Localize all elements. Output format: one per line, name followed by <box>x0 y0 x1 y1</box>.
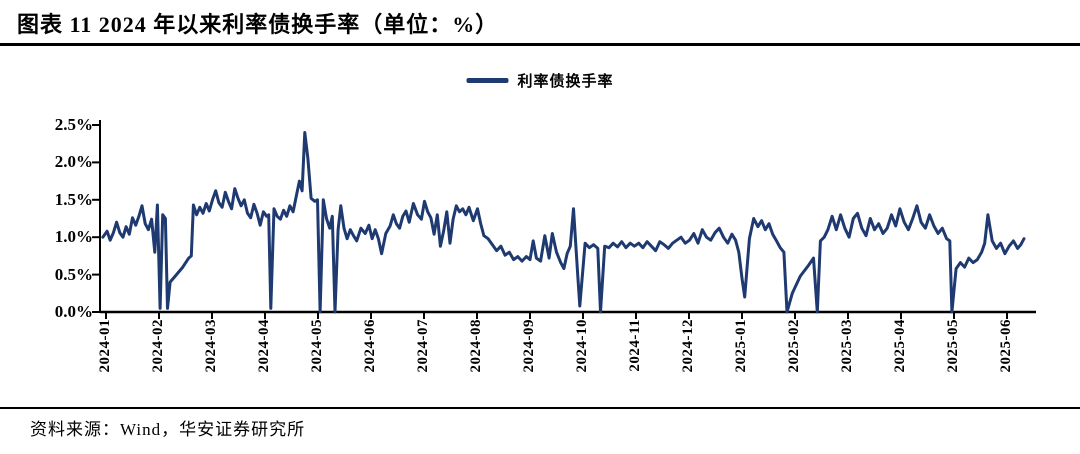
y-tick-label: 2.0% <box>54 152 93 172</box>
x-tick-label: 2024-12 <box>680 319 696 373</box>
x-tick-label: 2024-08 <box>468 319 484 373</box>
x-tick-label: 2024-10 <box>574 319 590 373</box>
x-tick-label: 2024-05 <box>309 319 325 373</box>
y-tick-label: 1.5% <box>54 189 93 209</box>
figure-title: 图表 11 2024 年以来利率债换手率（单位：%） <box>17 12 499 37</box>
x-tick-label: 2024-06 <box>362 319 378 373</box>
x-tick-label: 2025-06 <box>998 319 1014 373</box>
x-tick-label: 2024-09 <box>521 319 537 373</box>
x-tick-label: 2025-02 <box>786 319 802 373</box>
x-tick-label: 2025-05 <box>945 319 961 373</box>
footer-divider <box>0 407 1080 409</box>
x-tick-label: 2025-01 <box>733 319 749 373</box>
chart-legend: 利率债换手率 <box>466 70 613 91</box>
x-tick-label: 2024-02 <box>150 319 166 373</box>
x-tick-label: 2024-01 <box>97 319 113 373</box>
y-tick-label: 0.0% <box>54 302 93 321</box>
legend-label: 利率债换手率 <box>517 74 614 90</box>
x-tick-label: 2024-03 <box>203 319 219 373</box>
x-tick-label: 2025-04 <box>892 319 908 373</box>
x-tick-label: 2024-11 <box>627 319 643 372</box>
y-tick-label: 0.5% <box>54 264 93 284</box>
series-line-turnover-rate <box>101 131 1026 314</box>
source-note: 资料来源：Wind，华安证券研究所 <box>30 420 306 439</box>
title-underline <box>0 43 1080 46</box>
x-tick-label: 2024-04 <box>256 319 272 373</box>
x-tick-label: 2025-03 <box>839 319 855 373</box>
legend-line-swatch <box>466 78 509 83</box>
y-tick-label: 2.5% <box>54 115 93 134</box>
x-tick-label: 2024-07 <box>415 319 431 373</box>
y-tick-label: 1.0% <box>54 227 93 247</box>
